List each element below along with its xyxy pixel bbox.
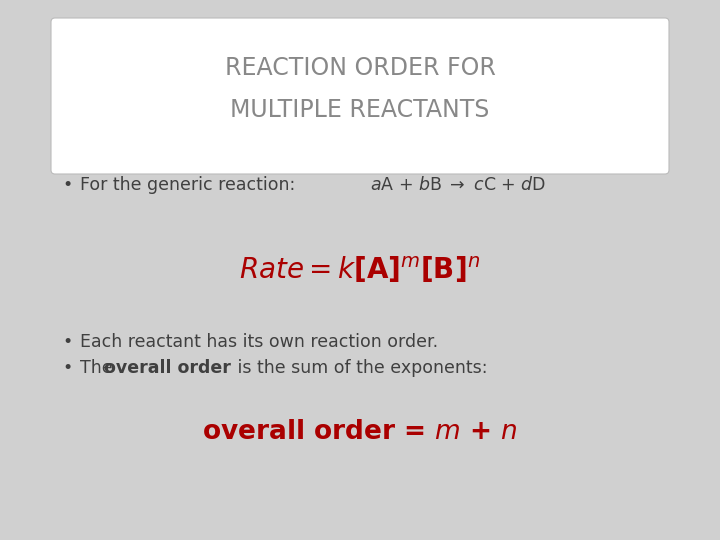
Text: overall order = $\mathit{m}$ + $\mathit{n}$: overall order = $\mathit{m}$ + $\mathit{… — [202, 419, 518, 445]
Text: •: • — [62, 176, 72, 194]
Text: $\mathit{Rate} = \mathit{k}$[A]$^m$[B]$^n$: $\mathit{Rate} = \mathit{k}$[A]$^m$[B]$^… — [240, 255, 480, 285]
Text: For the generic reaction:: For the generic reaction: — [80, 176, 295, 194]
Text: is the sum of the exponents:: is the sum of the exponents: — [232, 359, 487, 377]
Text: The: The — [80, 359, 118, 377]
Text: •: • — [62, 333, 72, 351]
Text: REACTION ORDER FOR: REACTION ORDER FOR — [225, 56, 495, 80]
Text: •: • — [62, 359, 72, 377]
Text: Each reactant has its own reaction order.: Each reactant has its own reaction order… — [80, 333, 438, 351]
FancyBboxPatch shape — [51, 18, 669, 174]
Text: $a$A + $b$B $\rightarrow$ $c$C + $d$D: $a$A + $b$B $\rightarrow$ $c$C + $d$D — [370, 176, 546, 194]
Text: MULTIPLE REACTANTS: MULTIPLE REACTANTS — [230, 98, 490, 122]
Text: overall order: overall order — [104, 359, 231, 377]
